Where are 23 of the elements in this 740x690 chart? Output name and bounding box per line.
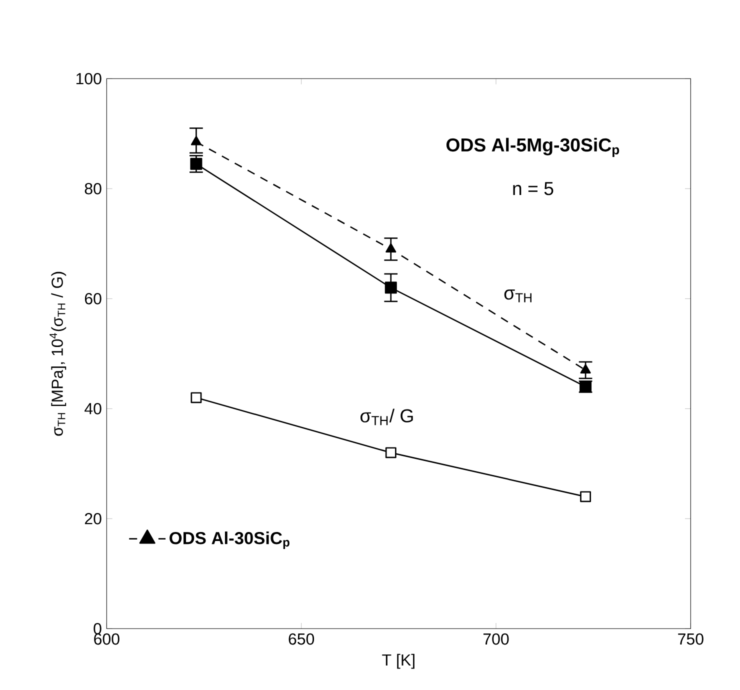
annotation: n = 5 bbox=[513, 182, 554, 196]
x-tick-label: 750 bbox=[678, 633, 704, 645]
point bbox=[580, 364, 591, 374]
point bbox=[386, 243, 396, 252]
x-tick-label: 650 bbox=[288, 633, 314, 645]
annotation: ODS Al-5Mg-30SiC$_{p}$ bbox=[446, 138, 620, 157]
point bbox=[190, 136, 202, 146]
y-tick-label: 20 bbox=[84, 513, 102, 524]
point bbox=[384, 282, 397, 294]
y-tick-label: 100 bbox=[76, 73, 102, 84]
x-tick-label: 600 bbox=[94, 633, 120, 645]
y-tick-label: 40 bbox=[84, 403, 102, 414]
legend-label: ODS Al-30SiC$_{p}$ bbox=[170, 531, 290, 549]
x-axis-title: T [K] bbox=[382, 654, 414, 669]
y-axis-title: σ$_{TH}$ [MPa], 10$^{4}$(σ$_{TH}$ / G) bbox=[50, 272, 66, 436]
annotation: σ$_{TH}$ bbox=[504, 290, 532, 302]
point bbox=[580, 491, 592, 502]
point bbox=[385, 447, 396, 458]
x-tick-label: 700 bbox=[483, 633, 509, 645]
y-tick-label: 60 bbox=[84, 293, 102, 304]
y-tick-label: 80 bbox=[84, 183, 102, 194]
point bbox=[190, 392, 202, 404]
annotation: σ$_{TH}$/ G bbox=[360, 408, 413, 426]
